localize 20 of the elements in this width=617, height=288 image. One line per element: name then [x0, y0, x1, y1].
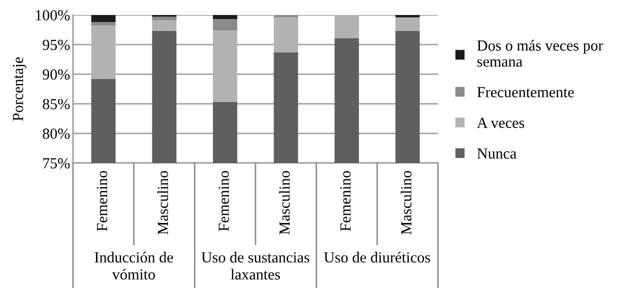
y-tick-label: 95% — [42, 40, 70, 50]
x-tick-label: Femenino — [340, 170, 351, 232]
legend-label: Frecuentemente — [477, 87, 574, 98]
text: Uso de diuréticos — [324, 252, 430, 263]
x-tick-label: Masculino — [278, 170, 290, 234]
legend-label: Dos o más veces por semana — [477, 40, 604, 67]
legend-label: A veces — [476, 118, 524, 128]
x-tick-label: Masculino — [157, 170, 168, 234]
y-tick-label: 90% — [42, 69, 70, 80]
text: Inducción de vómito — [94, 252, 173, 280]
legend-label: Nunca — [477, 148, 516, 159]
y-tick-label: 100% — [36, 10, 70, 20]
x-tick-label: Masculino — [400, 170, 412, 234]
y-tick-label: 80% — [42, 128, 70, 139]
x-tick-label: Femenino — [218, 170, 229, 232]
y-tick-label: 85% — [42, 98, 70, 110]
y-axis-title: Porcentaje — [12, 57, 26, 121]
y-tick-label: 75% — [43, 158, 70, 168]
x-tick-label: Femenino — [96, 170, 108, 232]
text: Uso de sustancias laxantes — [202, 252, 310, 280]
